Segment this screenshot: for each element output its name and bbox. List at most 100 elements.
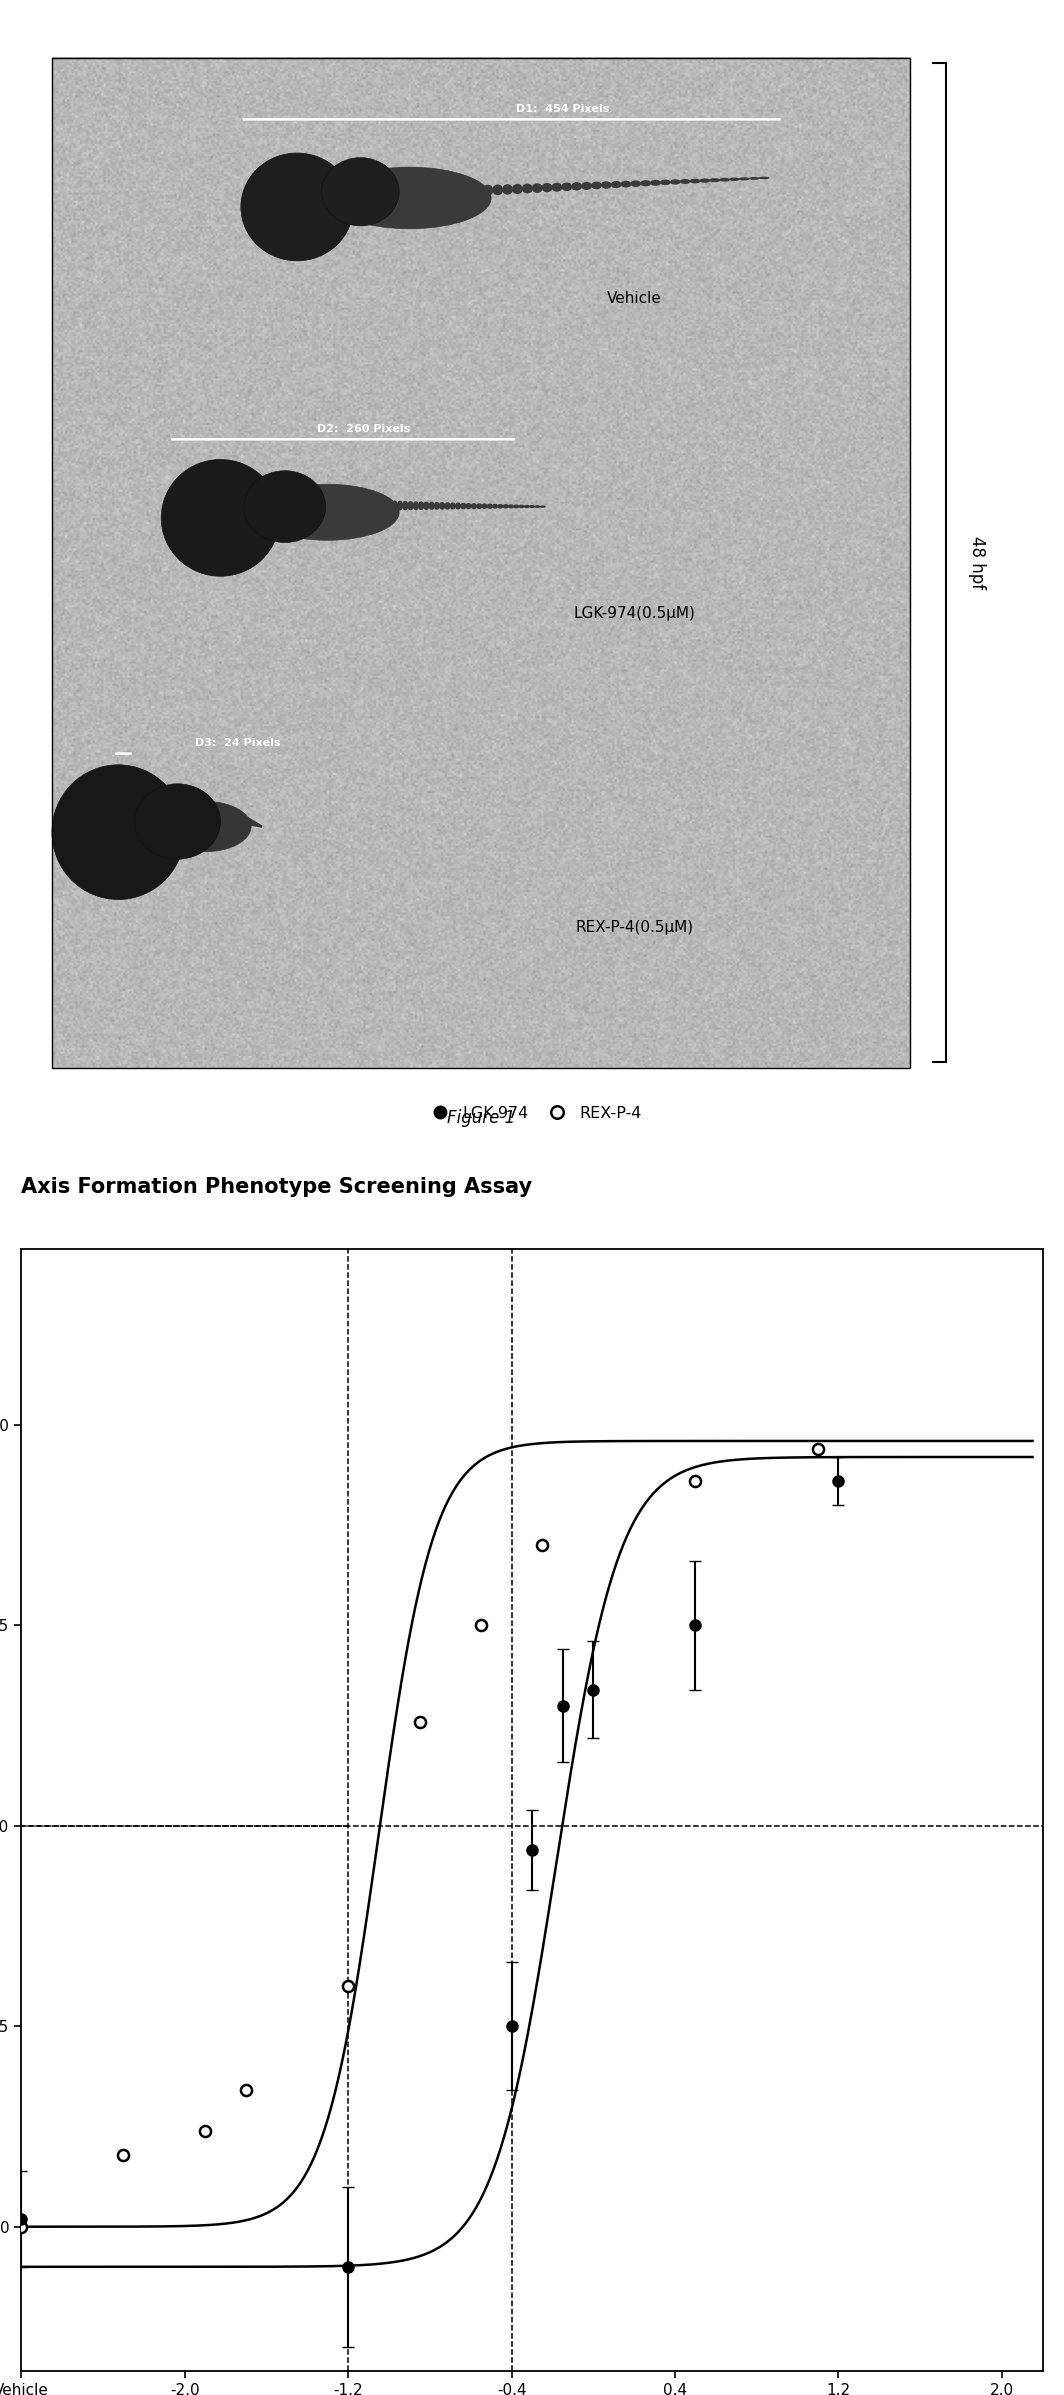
Ellipse shape <box>162 460 280 577</box>
Ellipse shape <box>244 472 326 544</box>
Ellipse shape <box>328 168 492 230</box>
Ellipse shape <box>413 501 419 510</box>
Ellipse shape <box>508 505 514 508</box>
Ellipse shape <box>402 501 409 510</box>
Ellipse shape <box>252 819 254 826</box>
Ellipse shape <box>255 821 257 826</box>
Ellipse shape <box>455 503 462 510</box>
Ellipse shape <box>611 182 621 189</box>
Ellipse shape <box>251 819 253 826</box>
Text: Axis Formation Phenotype Screening Assay: Axis Formation Phenotype Screening Assay <box>21 1176 532 1198</box>
Ellipse shape <box>248 817 249 826</box>
Ellipse shape <box>581 182 592 189</box>
Ellipse shape <box>699 177 711 182</box>
Ellipse shape <box>397 501 403 510</box>
Ellipse shape <box>321 158 399 225</box>
Ellipse shape <box>660 180 671 184</box>
Ellipse shape <box>542 182 552 192</box>
Ellipse shape <box>729 177 739 182</box>
Ellipse shape <box>710 177 720 182</box>
Ellipse shape <box>562 182 572 192</box>
Ellipse shape <box>253 821 254 826</box>
Ellipse shape <box>256 821 257 826</box>
Ellipse shape <box>630 180 642 187</box>
Ellipse shape <box>249 819 251 826</box>
Ellipse shape <box>481 503 487 510</box>
Ellipse shape <box>532 184 543 194</box>
Ellipse shape <box>256 821 259 826</box>
Ellipse shape <box>261 826 263 829</box>
Ellipse shape <box>620 180 631 187</box>
Ellipse shape <box>523 505 530 508</box>
Ellipse shape <box>408 501 414 510</box>
Ellipse shape <box>248 817 250 826</box>
Ellipse shape <box>539 505 546 508</box>
Text: D3:  24 Pixels: D3: 24 Pixels <box>195 738 281 747</box>
Ellipse shape <box>650 180 661 187</box>
Ellipse shape <box>759 177 769 180</box>
Ellipse shape <box>261 824 262 829</box>
Ellipse shape <box>591 182 602 189</box>
Ellipse shape <box>534 505 541 508</box>
Ellipse shape <box>461 503 466 510</box>
Ellipse shape <box>135 783 220 860</box>
Ellipse shape <box>260 824 262 829</box>
Ellipse shape <box>250 819 252 826</box>
Ellipse shape <box>259 824 260 826</box>
Ellipse shape <box>680 180 691 184</box>
Ellipse shape <box>256 484 399 541</box>
Ellipse shape <box>738 177 750 180</box>
Ellipse shape <box>513 505 519 508</box>
Ellipse shape <box>257 824 259 826</box>
Ellipse shape <box>247 817 248 826</box>
Ellipse shape <box>522 184 533 194</box>
Legend: LGK-974, REX-P-4: LGK-974, REX-P-4 <box>417 1099 648 1128</box>
Ellipse shape <box>257 824 260 826</box>
Ellipse shape <box>247 817 249 826</box>
Ellipse shape <box>260 824 261 826</box>
Text: D1:  454 Pixels: D1: 454 Pixels <box>516 103 610 113</box>
Ellipse shape <box>670 180 681 184</box>
Ellipse shape <box>529 505 535 508</box>
Ellipse shape <box>470 503 477 510</box>
Ellipse shape <box>497 503 503 508</box>
Ellipse shape <box>246 817 248 826</box>
Ellipse shape <box>439 503 446 510</box>
Ellipse shape <box>493 184 503 196</box>
Ellipse shape <box>551 182 563 192</box>
Text: REX-P-4(0.5μM): REX-P-4(0.5μM) <box>575 920 694 934</box>
Ellipse shape <box>476 503 482 510</box>
Ellipse shape <box>429 501 435 510</box>
Ellipse shape <box>689 180 700 184</box>
Ellipse shape <box>601 182 612 189</box>
Ellipse shape <box>450 503 456 510</box>
Ellipse shape <box>445 503 451 510</box>
Ellipse shape <box>486 503 493 508</box>
Ellipse shape <box>482 184 494 196</box>
Ellipse shape <box>254 821 256 826</box>
Ellipse shape <box>502 503 509 508</box>
Ellipse shape <box>240 153 353 261</box>
Ellipse shape <box>719 177 730 182</box>
Ellipse shape <box>253 821 255 826</box>
Ellipse shape <box>434 503 440 510</box>
Text: Vehicle: Vehicle <box>606 292 662 307</box>
Ellipse shape <box>252 819 253 826</box>
Ellipse shape <box>423 501 430 510</box>
Ellipse shape <box>512 184 522 194</box>
Ellipse shape <box>250 819 251 826</box>
Bar <box>52 57 910 1068</box>
Ellipse shape <box>518 505 525 508</box>
Text: D2:  260 Pixels: D2: 260 Pixels <box>317 424 410 433</box>
Ellipse shape <box>571 182 582 192</box>
Ellipse shape <box>492 503 498 508</box>
Text: LGK-974(0.5μM): LGK-974(0.5μM) <box>573 606 695 620</box>
Text: Figure 1: Figure 1 <box>447 1109 515 1128</box>
Ellipse shape <box>52 764 185 901</box>
Ellipse shape <box>160 802 251 853</box>
Ellipse shape <box>466 503 471 510</box>
Ellipse shape <box>641 180 651 187</box>
Ellipse shape <box>251 819 252 826</box>
Ellipse shape <box>255 821 256 826</box>
Text: 48 hpf: 48 hpf <box>968 536 986 589</box>
